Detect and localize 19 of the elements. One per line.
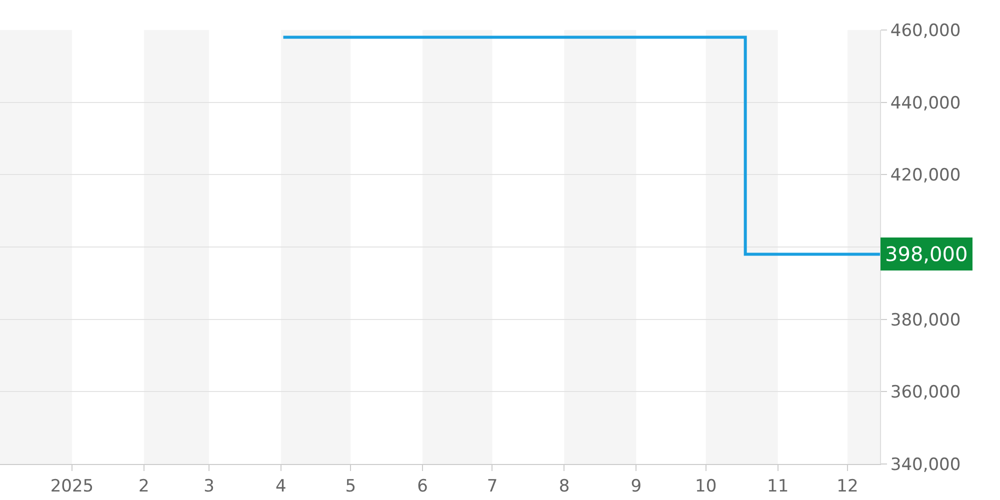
y-tick-label: 440,000 — [890, 93, 961, 114]
x-tick-label: 7 — [486, 476, 498, 496]
x-tick-label: 5 — [345, 476, 356, 496]
annotation: 398,000 — [885, 242, 968, 266]
x-tick-label: 11 — [767, 476, 789, 496]
y-tick-label: 340,000 — [890, 454, 961, 475]
x-tick-label: 4 — [276, 476, 286, 496]
x-tick-label: 8 — [558, 476, 570, 496]
y-tick-label: 380,000 — [890, 310, 961, 330]
x-tick-label: 2025 — [50, 476, 94, 496]
y-tick-label: 460,000 — [890, 20, 961, 41]
x-tick-label: 10 — [695, 476, 717, 496]
y-tick-label: 420,000 — [890, 166, 961, 186]
x-tick-label: 2 — [138, 476, 150, 496]
x-tick-label: 6 — [417, 476, 428, 496]
x-tick-label: 9 — [630, 476, 642, 496]
x-tick-label: 12 — [836, 476, 858, 496]
y-tick-label: 360,000 — [890, 382, 961, 403]
x-tick-label: 3 — [204, 476, 214, 496]
